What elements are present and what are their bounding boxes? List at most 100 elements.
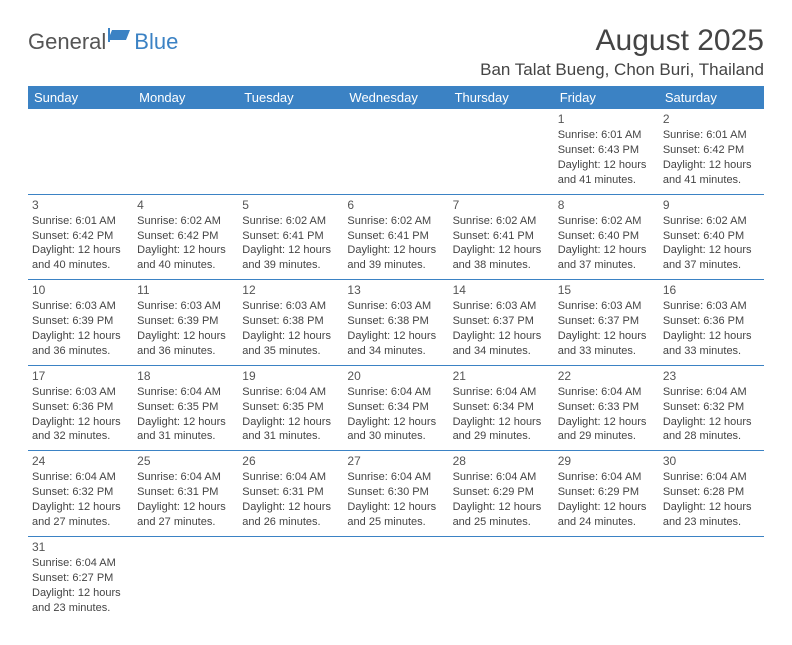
- sunrise-line: Sunrise: 6:04 AM: [347, 385, 444, 400]
- calendar-cell: 8Sunrise: 6:02 AMSunset: 6:40 PMDaylight…: [554, 194, 659, 280]
- calendar-cell: [554, 536, 659, 621]
- calendar-cell: [343, 109, 448, 194]
- sunset-line: Sunset: 6:38 PM: [242, 314, 339, 329]
- daylight-line: Daylight: 12 hours and 31 minutes.: [242, 415, 339, 445]
- sunset-line: Sunset: 6:42 PM: [663, 143, 760, 158]
- sunset-line: Sunset: 6:40 PM: [663, 229, 760, 244]
- sunrise-line: Sunrise: 6:02 AM: [137, 214, 234, 229]
- day-number: 3: [32, 197, 129, 213]
- day-number: 15: [558, 282, 655, 298]
- day-number: 22: [558, 368, 655, 384]
- calendar-cell: 12Sunrise: 6:03 AMSunset: 6:38 PMDayligh…: [238, 280, 343, 366]
- sunrise-line: Sunrise: 6:02 AM: [347, 214, 444, 229]
- daylight-line: Daylight: 12 hours and 41 minutes.: [558, 158, 655, 188]
- location: Ban Talat Bueng, Chon Buri, Thailand: [480, 60, 764, 80]
- day-number: 11: [137, 282, 234, 298]
- day-number: 21: [453, 368, 550, 384]
- calendar-cell: 4Sunrise: 6:02 AMSunset: 6:42 PMDaylight…: [133, 194, 238, 280]
- sunset-line: Sunset: 6:37 PM: [453, 314, 550, 329]
- calendar-cell: 28Sunrise: 6:04 AMSunset: 6:29 PMDayligh…: [449, 451, 554, 537]
- calendar-cell: 26Sunrise: 6:04 AMSunset: 6:31 PMDayligh…: [238, 451, 343, 537]
- calendar-row: 10Sunrise: 6:03 AMSunset: 6:39 PMDayligh…: [28, 280, 764, 366]
- dow-saturday: Saturday: [659, 86, 764, 109]
- sunrise-line: Sunrise: 6:04 AM: [558, 385, 655, 400]
- sunrise-line: Sunrise: 6:03 AM: [347, 299, 444, 314]
- day-number: 31: [32, 539, 129, 555]
- daylight-line: Daylight: 12 hours and 23 minutes.: [663, 500, 760, 530]
- sunset-line: Sunset: 6:33 PM: [558, 400, 655, 415]
- day-number: 29: [558, 453, 655, 469]
- daylight-line: Daylight: 12 hours and 37 minutes.: [558, 243, 655, 273]
- calendar-cell: [238, 536, 343, 621]
- sunset-line: Sunset: 6:36 PM: [663, 314, 760, 329]
- sunrise-line: Sunrise: 6:04 AM: [663, 385, 760, 400]
- daylight-line: Daylight: 12 hours and 23 minutes.: [32, 586, 129, 616]
- day-number: 10: [32, 282, 129, 298]
- daylight-line: Daylight: 12 hours and 30 minutes.: [347, 415, 444, 445]
- sunrise-line: Sunrise: 6:04 AM: [242, 470, 339, 485]
- day-number: 18: [137, 368, 234, 384]
- day-number: 17: [32, 368, 129, 384]
- day-number: 19: [242, 368, 339, 384]
- logo-text-blue: Blue: [134, 29, 178, 55]
- logo: General Blue: [28, 26, 178, 57]
- daylight-line: Daylight: 12 hours and 33 minutes.: [558, 329, 655, 359]
- sunset-line: Sunset: 6:35 PM: [137, 400, 234, 415]
- calendar-cell: 19Sunrise: 6:04 AMSunset: 6:35 PMDayligh…: [238, 365, 343, 451]
- daylight-line: Daylight: 12 hours and 40 minutes.: [32, 243, 129, 273]
- dow-thursday: Thursday: [449, 86, 554, 109]
- day-number: 1: [558, 111, 655, 127]
- sunset-line: Sunset: 6:38 PM: [347, 314, 444, 329]
- daylight-line: Daylight: 12 hours and 25 minutes.: [453, 500, 550, 530]
- day-number: 7: [453, 197, 550, 213]
- day-number: 2: [663, 111, 760, 127]
- sunset-line: Sunset: 6:29 PM: [453, 485, 550, 500]
- day-number: 23: [663, 368, 760, 384]
- flag-icon: [108, 26, 134, 47]
- calendar-cell: 17Sunrise: 6:03 AMSunset: 6:36 PMDayligh…: [28, 365, 133, 451]
- calendar-row: 17Sunrise: 6:03 AMSunset: 6:36 PMDayligh…: [28, 365, 764, 451]
- daylight-line: Daylight: 12 hours and 39 minutes.: [347, 243, 444, 273]
- daylight-line: Daylight: 12 hours and 28 minutes.: [663, 415, 760, 445]
- calendar-cell: 25Sunrise: 6:04 AMSunset: 6:31 PMDayligh…: [133, 451, 238, 537]
- sunset-line: Sunset: 6:41 PM: [453, 229, 550, 244]
- sunset-line: Sunset: 6:34 PM: [347, 400, 444, 415]
- sunrise-line: Sunrise: 6:01 AM: [663, 128, 760, 143]
- sunrise-line: Sunrise: 6:03 AM: [137, 299, 234, 314]
- calendar-cell: 22Sunrise: 6:04 AMSunset: 6:33 PMDayligh…: [554, 365, 659, 451]
- sunset-line: Sunset: 6:32 PM: [663, 400, 760, 415]
- calendar-cell: 2Sunrise: 6:01 AMSunset: 6:42 PMDaylight…: [659, 109, 764, 194]
- daylight-line: Daylight: 12 hours and 38 minutes.: [453, 243, 550, 273]
- day-number: 6: [347, 197, 444, 213]
- daylight-line: Daylight: 12 hours and 34 minutes.: [347, 329, 444, 359]
- calendar-table: Sunday Monday Tuesday Wednesday Thursday…: [28, 86, 764, 621]
- sunset-line: Sunset: 6:37 PM: [558, 314, 655, 329]
- day-number: 28: [453, 453, 550, 469]
- sunrise-line: Sunrise: 6:04 AM: [663, 470, 760, 485]
- calendar-cell: [449, 109, 554, 194]
- dow-monday: Monday: [133, 86, 238, 109]
- daylight-line: Daylight: 12 hours and 40 minutes.: [137, 243, 234, 273]
- sunrise-line: Sunrise: 6:03 AM: [32, 299, 129, 314]
- calendar-cell: 11Sunrise: 6:03 AMSunset: 6:39 PMDayligh…: [133, 280, 238, 366]
- sunset-line: Sunset: 6:39 PM: [137, 314, 234, 329]
- sunset-line: Sunset: 6:41 PM: [242, 229, 339, 244]
- sunrise-line: Sunrise: 6:02 AM: [558, 214, 655, 229]
- daylight-line: Daylight: 12 hours and 34 minutes.: [453, 329, 550, 359]
- sunset-line: Sunset: 6:34 PM: [453, 400, 550, 415]
- day-number: 26: [242, 453, 339, 469]
- daylight-line: Daylight: 12 hours and 27 minutes.: [137, 500, 234, 530]
- day-number: 27: [347, 453, 444, 469]
- daylight-line: Daylight: 12 hours and 27 minutes.: [32, 500, 129, 530]
- title-block: August 2025 Ban Talat Bueng, Chon Buri, …: [480, 24, 764, 80]
- sunset-line: Sunset: 6:41 PM: [347, 229, 444, 244]
- day-number: 12: [242, 282, 339, 298]
- sunset-line: Sunset: 6:32 PM: [32, 485, 129, 500]
- calendar-row: 24Sunrise: 6:04 AMSunset: 6:32 PMDayligh…: [28, 451, 764, 537]
- sunrise-line: Sunrise: 6:03 AM: [558, 299, 655, 314]
- calendar-cell: 27Sunrise: 6:04 AMSunset: 6:30 PMDayligh…: [343, 451, 448, 537]
- calendar-cell: 13Sunrise: 6:03 AMSunset: 6:38 PMDayligh…: [343, 280, 448, 366]
- sunrise-line: Sunrise: 6:03 AM: [242, 299, 339, 314]
- day-number: 13: [347, 282, 444, 298]
- daylight-line: Daylight: 12 hours and 36 minutes.: [32, 329, 129, 359]
